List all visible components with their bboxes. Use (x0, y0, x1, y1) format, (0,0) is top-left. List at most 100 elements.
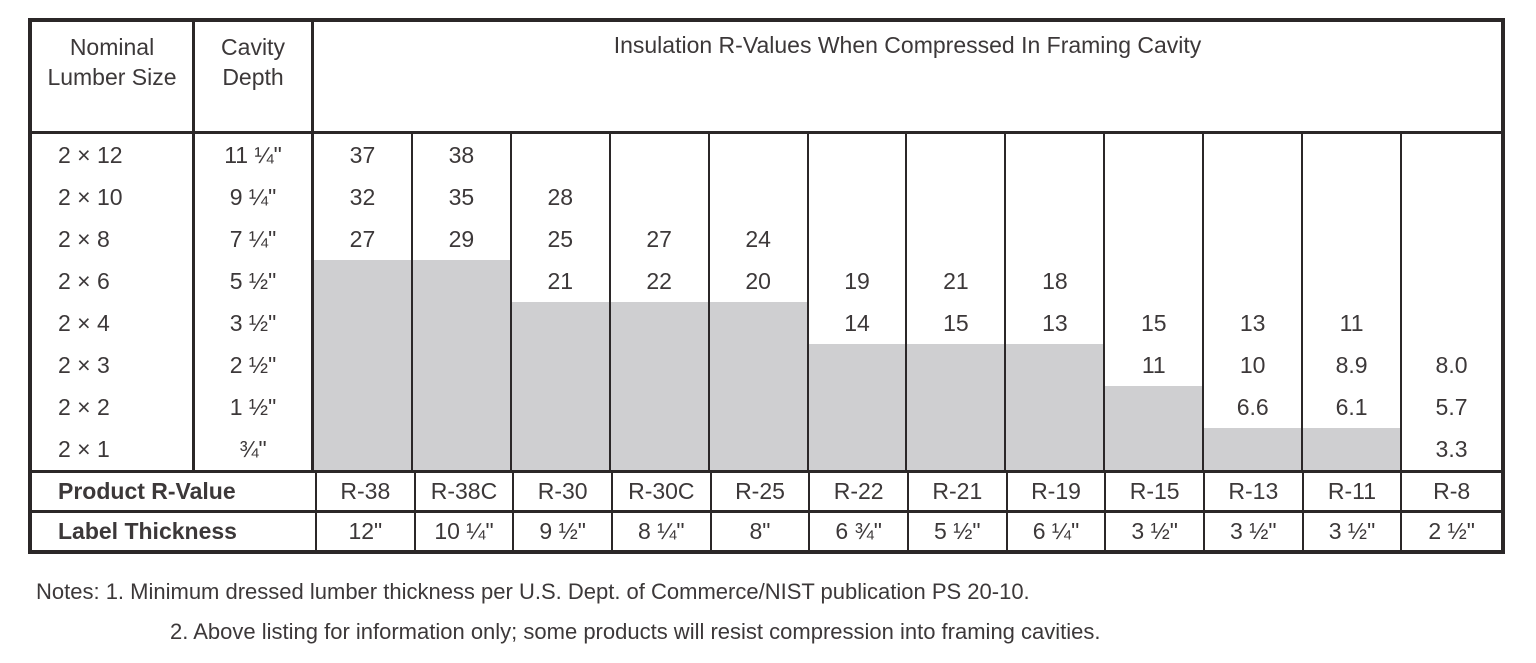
r-value-cell (907, 176, 1007, 218)
r-value-cell: 5.7 (1435, 394, 1468, 420)
cavity-depth-label: 3 ½" (229, 310, 277, 336)
label-thickness-cell: 3 ½" (1106, 513, 1205, 550)
r-value-cell: 27 (611, 218, 710, 260)
r-value-cell (1105, 134, 1205, 176)
r-value-cell (709, 386, 809, 428)
lumber-size-label: 2 × 12 (58, 142, 123, 168)
r-value-cell (1006, 344, 1106, 386)
r-value-cell (809, 218, 908, 260)
r-value-cell (511, 302, 611, 344)
r-value-cell: 20 (710, 260, 809, 302)
cavity-depth-label: ¾" (239, 436, 267, 462)
r-value-cell: 25 (512, 218, 611, 260)
table-body: 2 × 12 2 × 10 2 × 8 2 × 6 2 × 4 2 × 3 2 × 2 2 ×… (32, 134, 1501, 470)
r-value-cell (709, 344, 809, 386)
r-value-cell (1204, 218, 1304, 260)
r-value-cell (611, 176, 710, 218)
notes-section: Notes: 1. Minimum dressed lumber thickne… (36, 572, 1101, 652)
r-value-cell (1402, 218, 1501, 260)
r-value-cell: 19 (809, 260, 908, 302)
r-value-cell (907, 428, 1007, 470)
r-value-cell (412, 344, 512, 386)
label-thickness-row: Label Thickness 12" 10 ¼" 9 ½" 8 ¼" 8" 6 ¾" 5 … (32, 510, 1501, 550)
product-r-value-row: Product R-Value R-38 R-38C R-30 R-30C R-25 R-… (32, 470, 1501, 510)
product-r-value-label: Product R-Value (32, 473, 317, 510)
note-line-1: Notes: 1. Minimum dressed lumber thickne… (36, 579, 1030, 604)
r-value-cell (1402, 176, 1501, 218)
r-value-cell (314, 260, 413, 302)
r-value-cell (710, 176, 809, 218)
cavity-depth-label: 9 ¼" (229, 184, 277, 210)
r-value-cell (1303, 176, 1403, 218)
insulation-r-value-table: Nominal Lumber Size Cavity Depth Insulat… (28, 18, 1505, 554)
r-value-cell (1402, 260, 1501, 302)
r-value-cell: 6.1 (1303, 386, 1403, 428)
product-r-value-cell: R-11 (1304, 473, 1403, 510)
r-value-cell: 11 (1303, 302, 1403, 344)
r-value-cell (412, 302, 512, 344)
lumber-size-label: 2 × 6 (58, 268, 110, 294)
lumber-size-label: 2 × 10 (58, 184, 123, 210)
r-value-cell (1204, 260, 1304, 302)
r-value-cell: 32 (314, 176, 413, 218)
r-value-cell: 27 (314, 218, 413, 260)
r-value-cell: 11 (1105, 344, 1205, 386)
r-value-cell: 15 (1105, 302, 1205, 344)
lumber-size-label: 2 × 4 (58, 310, 110, 336)
r-value-cell (1204, 176, 1304, 218)
r-value-cell (610, 302, 710, 344)
r-value-cell: 37 (314, 134, 413, 176)
cavity-depth-label: 7 ¼" (229, 226, 277, 252)
table-title: Insulation R-Values When Compressed In F… (613, 32, 1202, 58)
r-value-cell (809, 134, 908, 176)
r-value-cell (709, 302, 809, 344)
label-thickness-cell: 8" (712, 513, 811, 550)
r-value-cell: 13 (1204, 302, 1304, 344)
cavity-depth-label: 1 ½" (229, 394, 277, 420)
r-value-cell: 18 (1006, 260, 1106, 302)
r-value-cell (610, 386, 710, 428)
label-thickness-cell: 3 ½" (1304, 513, 1403, 550)
r-value-cell (1006, 218, 1106, 260)
r-value-cell (511, 386, 611, 428)
lumber-size-label: 2 × 3 (58, 352, 110, 378)
r-value-cell (1303, 428, 1403, 470)
r-value-cell: 3.3 (1435, 436, 1468, 462)
label-thickness-cell: 10 ¼" (416, 513, 515, 550)
product-r-value-cell: R-8 (1433, 478, 1471, 504)
r-value-cell (1303, 218, 1403, 260)
r-value-cell: 13 (1006, 302, 1106, 344)
r-value-cell (412, 386, 512, 428)
header-cavity-depth: Cavity Depth (195, 22, 314, 131)
r-value-cell (1105, 386, 1205, 428)
r-value-cell (1105, 260, 1205, 302)
label-thickness-cells: 12" 10 ¼" 9 ½" 8 ¼" 8" 6 ¾" 5 ½" 6 ¼" 3 ½" 3 ½" 3 … (317, 513, 1501, 550)
table-header-row: Nominal Lumber Size Cavity Depth Insulat… (32, 22, 1501, 134)
lumber-size-label: 2 × 1 (58, 436, 110, 462)
product-r-value-cell: R-19 (1008, 473, 1107, 510)
r-value-cell (808, 386, 908, 428)
lumber-size-label: 2 × 8 (58, 226, 110, 252)
cavity-depth-label: 5 ½" (229, 268, 277, 294)
r-value-cell: 28 (512, 176, 611, 218)
label-thickness-cell: 8 ¼" (613, 513, 712, 550)
product-r-value-cell: R-38 (317, 473, 416, 510)
r-value-cell (511, 344, 611, 386)
r-value-cell (1006, 428, 1106, 470)
r-value-cell (709, 428, 809, 470)
label-thickness-cell: 5 ½" (909, 513, 1008, 550)
r-value-cell (314, 344, 413, 386)
label-thickness-cell: 6 ¾" (810, 513, 909, 550)
product-r-value-cell: R-25 (712, 473, 811, 510)
header-nominal-lumber-size: Nominal Lumber Size (32, 22, 195, 131)
r-value-cell (809, 176, 908, 218)
product-r-value-cell: R-30C (613, 473, 712, 510)
r-value-cell (1105, 176, 1205, 218)
r-value-cell (1105, 428, 1205, 470)
r-value-cell: 21 (512, 260, 611, 302)
r-value-cell (610, 344, 710, 386)
r-value-cell: 15 (907, 302, 1007, 344)
product-r-value-cell: R-22 (810, 473, 909, 510)
label-thickness-cell: 12" (317, 513, 416, 550)
r-value-cell (1006, 386, 1106, 428)
